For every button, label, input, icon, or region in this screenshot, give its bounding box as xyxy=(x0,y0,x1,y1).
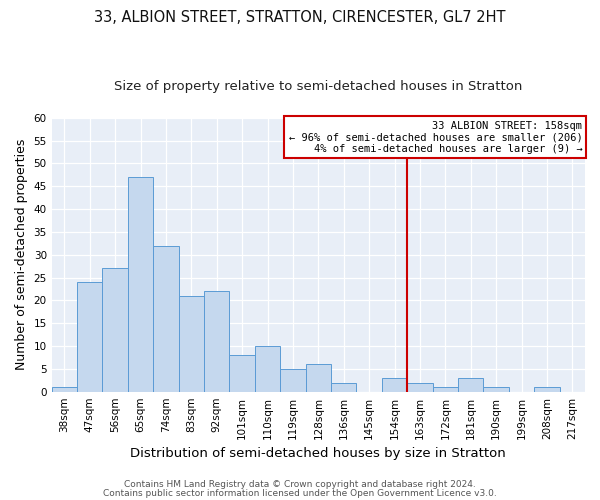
Bar xyxy=(204,291,229,392)
X-axis label: Distribution of semi-detached houses by size in Stratton: Distribution of semi-detached houses by … xyxy=(130,447,506,460)
Bar xyxy=(331,382,356,392)
Bar xyxy=(103,268,128,392)
Bar xyxy=(255,346,280,392)
Bar xyxy=(382,378,407,392)
Bar xyxy=(153,246,179,392)
Bar xyxy=(534,387,560,392)
Text: 33 ALBION STREET: 158sqm
← 96% of semi-detached houses are smaller (206)
4% of s: 33 ALBION STREET: 158sqm ← 96% of semi-d… xyxy=(289,120,583,154)
Bar xyxy=(484,387,509,392)
Bar xyxy=(280,369,305,392)
Text: Contains public sector information licensed under the Open Government Licence v3: Contains public sector information licen… xyxy=(103,489,497,498)
Bar xyxy=(433,387,458,392)
Bar xyxy=(77,282,103,392)
Text: Contains HM Land Registry data © Crown copyright and database right 2024.: Contains HM Land Registry data © Crown c… xyxy=(124,480,476,489)
Y-axis label: Number of semi-detached properties: Number of semi-detached properties xyxy=(15,139,28,370)
Text: 33, ALBION STREET, STRATTON, CIRENCESTER, GL7 2HT: 33, ALBION STREET, STRATTON, CIRENCESTER… xyxy=(94,10,506,25)
Bar xyxy=(52,387,77,392)
Title: Size of property relative to semi-detached houses in Stratton: Size of property relative to semi-detach… xyxy=(114,80,523,93)
Bar xyxy=(179,296,204,392)
Bar xyxy=(407,382,433,392)
Bar xyxy=(458,378,484,392)
Bar xyxy=(305,364,331,392)
Bar xyxy=(229,355,255,392)
Bar xyxy=(128,177,153,392)
